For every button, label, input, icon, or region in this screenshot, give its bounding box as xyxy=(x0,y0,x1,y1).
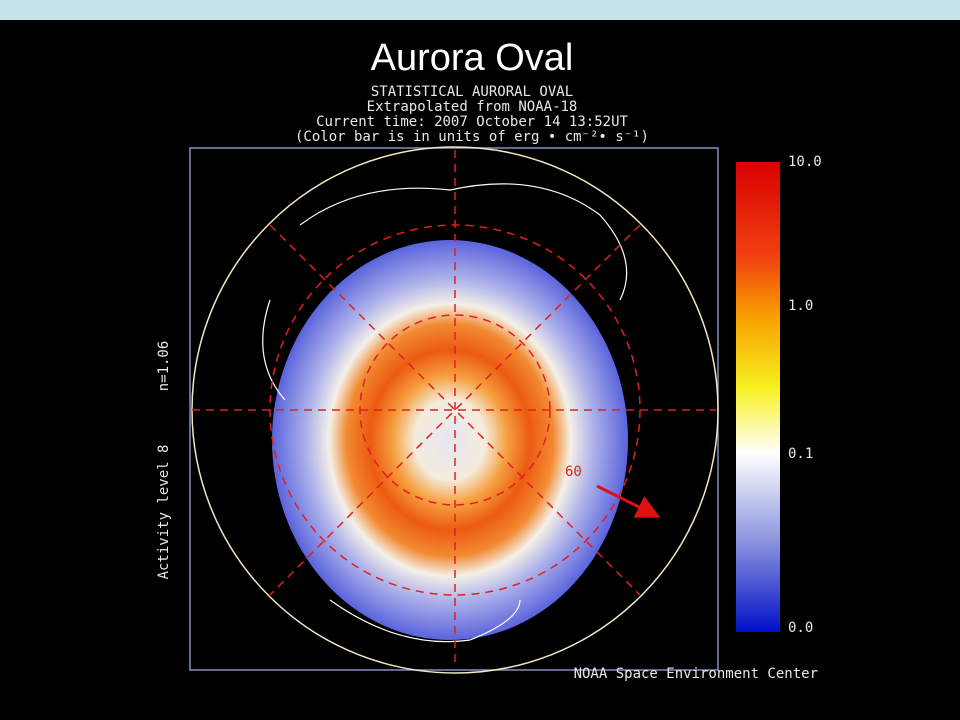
colorbar-label: 10.0 xyxy=(788,154,822,170)
colorbar-label: 1.0 xyxy=(788,298,813,314)
arrow xyxy=(596,484,661,518)
slide-title: Aurora Oval xyxy=(371,37,574,79)
meridian xyxy=(269,224,641,596)
aurora-oval xyxy=(272,240,628,640)
header-line: Current time: 2007 October 14 13:52UT xyxy=(316,114,628,130)
colorbar-label: 0.1 xyxy=(788,446,813,462)
colorbar-labels: 10.0 1.0 0.1 0.0 xyxy=(788,154,822,636)
latitude-label: 60 xyxy=(565,464,582,480)
meridian xyxy=(269,224,641,596)
header-line: (Color bar is in units of erg • cm⁻²• s⁻… xyxy=(295,129,649,145)
header: STATISTICAL AURORAL OVAL Extrapolated fr… xyxy=(295,84,649,145)
polar-map: 60 xyxy=(191,146,719,674)
colorbar xyxy=(736,162,780,632)
coastline xyxy=(262,183,628,643)
side-label: Activity level 8 xyxy=(156,445,172,580)
side-label: n=1.06 xyxy=(156,341,172,392)
header-line: STATISTICAL AURORAL OVAL xyxy=(371,84,573,100)
latitude-circle xyxy=(269,224,641,596)
colorbar-label: 0.0 xyxy=(788,620,813,636)
grid xyxy=(192,150,716,668)
top-bar xyxy=(0,0,960,20)
credit: NOAA Space Environment Center xyxy=(574,666,818,682)
latitude-circle xyxy=(359,314,551,506)
header-line: Extrapolated from NOAA-18 xyxy=(367,99,578,115)
